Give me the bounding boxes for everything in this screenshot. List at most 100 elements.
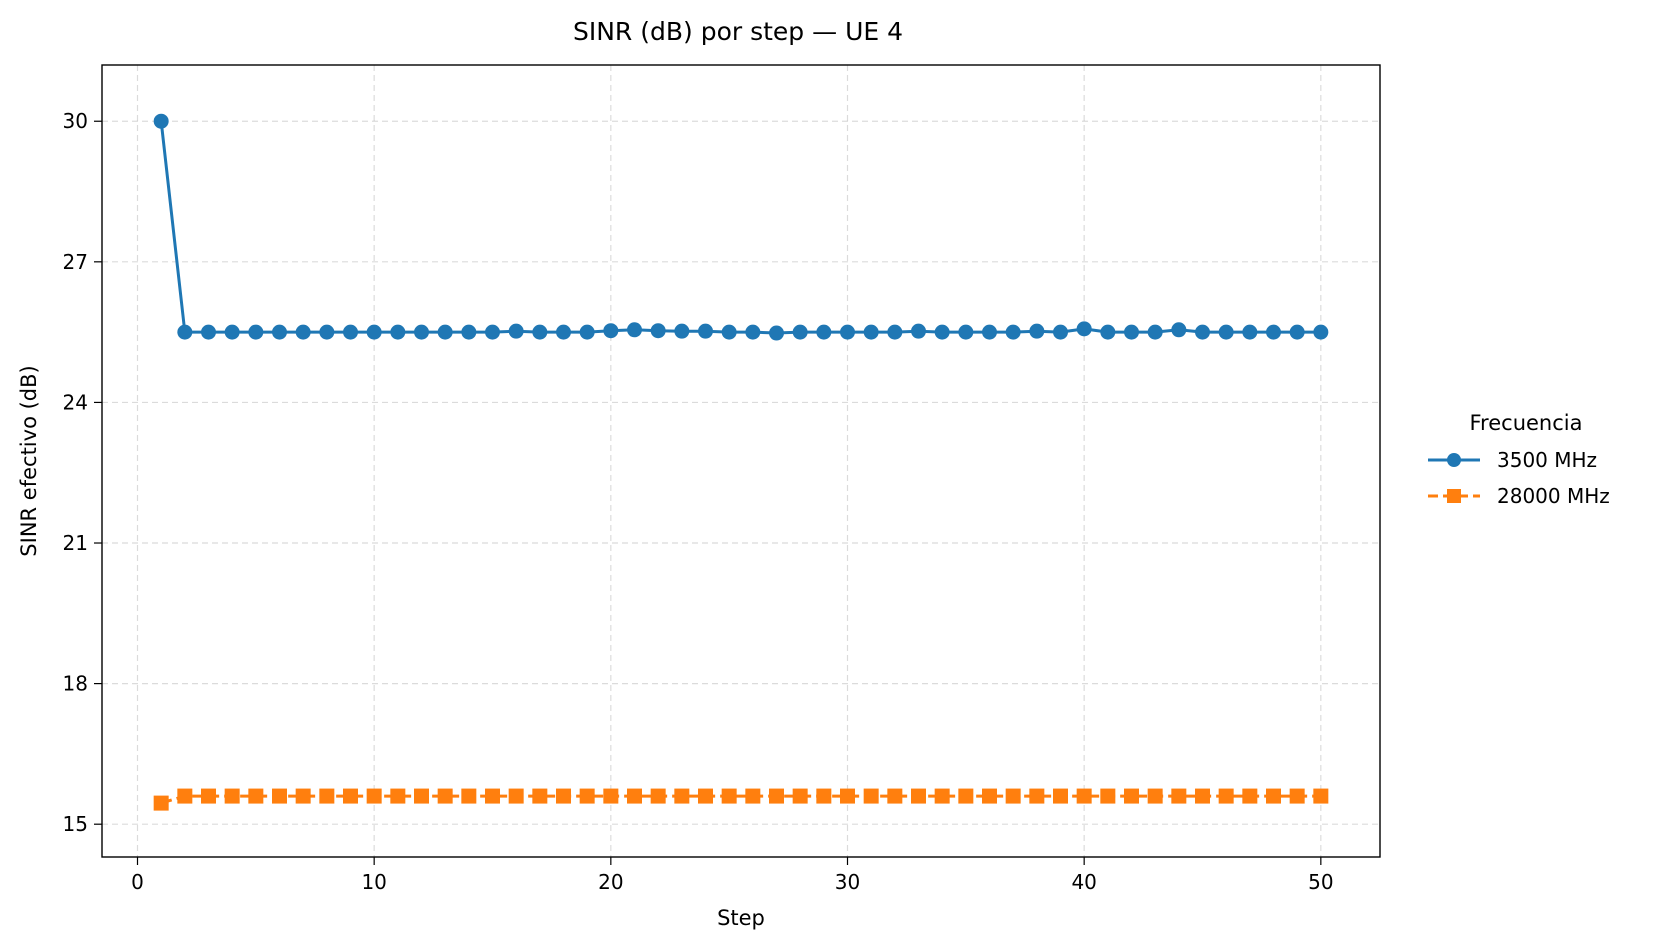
point-28000-mhz	[272, 788, 287, 804]
y-tick-label: 15	[63, 812, 88, 836]
plot-frame	[101, 64, 1381, 858]
point-28000-mhz	[579, 788, 595, 804]
point-28000-mhz	[201, 788, 216, 804]
point-3500-mhz	[295, 324, 311, 340]
x-tick-label: 40	[1071, 870, 1096, 894]
x-tick-label: 0	[131, 870, 144, 894]
chart-title: SINR (dB) por step — UE 4	[573, 17, 903, 46]
point-28000-mhz	[816, 788, 832, 804]
point-28000-mhz	[958, 788, 974, 804]
legend-marker-28000	[1447, 489, 1461, 503]
point-3500-mhz	[319, 324, 335, 340]
legend: Frecuencia 3500 MHz 28000 MHz	[1428, 411, 1610, 508]
point-3500-mhz	[934, 324, 950, 340]
legend-entry-3500: 3500 MHz	[1428, 448, 1597, 472]
point-28000-mhz	[627, 788, 642, 804]
point-3500-mhz	[579, 324, 595, 340]
series-line-28000-mhz	[160, 794, 1321, 805]
point-3500-mhz	[1005, 324, 1021, 340]
legend-marker-3500	[1447, 453, 1461, 467]
point-28000-mhz	[461, 788, 477, 804]
point-3500-mhz	[437, 324, 453, 340]
y-tick-label: 24	[63, 390, 88, 414]
x-axis-label: Step	[717, 906, 765, 930]
point-28000-mhz	[295, 788, 311, 804]
point-28000-mhz	[769, 788, 784, 804]
point-3500-mhz	[343, 324, 358, 340]
y-tick-label: 30	[63, 109, 88, 133]
point-28000-mhz	[863, 788, 879, 804]
point-3500-mhz	[248, 324, 264, 340]
y-axis-label: SINR efectivo (dB)	[17, 365, 41, 556]
point-28000-mhz	[1218, 788, 1234, 804]
point-3500-mhz	[698, 323, 713, 339]
point-28000-mhz	[177, 788, 193, 804]
point-28000-mhz	[437, 788, 453, 804]
point-28000-mhz	[556, 788, 571, 804]
point-3500-mhz	[1289, 324, 1305, 340]
grid	[102, 65, 1380, 857]
point-28000-mhz	[485, 788, 500, 804]
point-3500-mhz	[414, 324, 429, 340]
x-tick-label: 30	[835, 870, 860, 894]
x-tick-label: 50	[1308, 870, 1333, 894]
point-3500-mhz	[390, 324, 406, 340]
legend-title: Frecuencia	[1470, 411, 1583, 435]
point-28000-mhz	[1242, 788, 1258, 804]
point-3500-mhz	[201, 324, 216, 340]
point-3500-mhz	[650, 323, 666, 339]
point-3500-mhz	[887, 324, 903, 340]
point-3500-mhz	[1053, 324, 1068, 340]
point-28000-mhz	[911, 788, 926, 804]
point-3500-mhz	[674, 323, 690, 339]
point-3500-mhz	[556, 324, 571, 340]
series-layer	[153, 113, 1329, 811]
point-3500-mhz	[1242, 324, 1258, 340]
point-3500-mhz	[1218, 324, 1234, 340]
x-tick-label: 20	[598, 870, 623, 894]
point-28000-mhz	[508, 788, 524, 804]
point-28000-mhz	[982, 788, 997, 804]
point-3500-mhz	[224, 324, 240, 340]
point-3500-mhz	[177, 324, 193, 340]
point-3500-mhz	[982, 324, 997, 340]
point-28000-mhz	[1313, 788, 1329, 804]
point-3500-mhz	[1147, 324, 1163, 340]
point-28000-mhz	[603, 788, 619, 804]
point-3500-mhz	[1029, 323, 1045, 339]
point-3500-mhz	[792, 324, 808, 340]
point-28000-mhz	[390, 788, 406, 804]
point-3500-mhz	[863, 324, 879, 340]
legend-entry-28000: 28000 MHz	[1428, 484, 1610, 508]
point-28000-mhz	[792, 788, 808, 804]
point-28000-mhz	[674, 788, 690, 804]
point-3500-mhz	[1076, 321, 1092, 337]
point-3500-mhz	[816, 324, 832, 340]
point-3500-mhz	[485, 324, 500, 340]
point-28000-mhz	[1053, 788, 1068, 804]
point-3500-mhz	[911, 323, 926, 339]
point-28000-mhz	[153, 795, 169, 811]
point-28000-mhz	[319, 788, 335, 804]
point-28000-mhz	[1005, 788, 1021, 804]
point-28000-mhz	[1029, 788, 1045, 804]
y-tick-label: 18	[63, 672, 88, 696]
point-3500-mhz	[840, 324, 855, 340]
axis-ticks: 0 10 20 30 40 50 15 18 21 24 27 30	[63, 109, 1334, 894]
point-3500-mhz	[272, 324, 287, 340]
series-line-3500-mhz	[159, 121, 1321, 335]
point-3500-mhz	[1195, 324, 1210, 340]
y-tick-label: 21	[63, 531, 88, 555]
point-28000-mhz	[1076, 788, 1092, 804]
point-28000-mhz	[1171, 788, 1187, 804]
point-28000-mhz	[698, 788, 713, 804]
point-3500-mhz	[461, 324, 477, 340]
point-3500-mhz	[745, 324, 761, 340]
point-3500-mhz	[958, 324, 974, 340]
point-28000-mhz	[343, 788, 358, 804]
y-tick-label: 27	[63, 250, 88, 274]
point-28000-mhz	[887, 788, 903, 804]
point-3500-mhz	[1313, 324, 1329, 340]
point-28000-mhz	[1266, 788, 1281, 804]
